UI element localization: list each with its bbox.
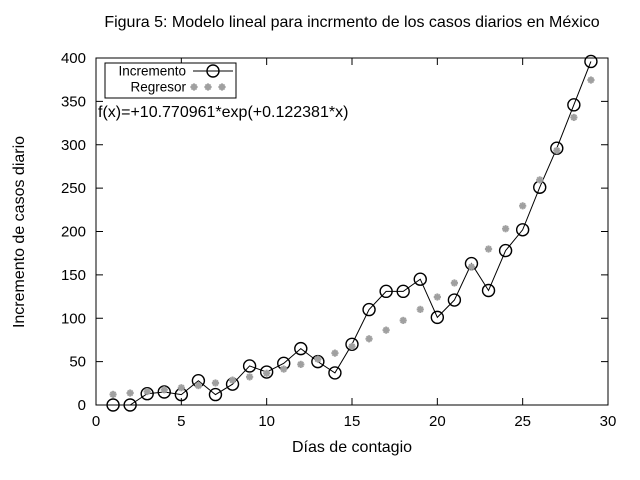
y-tick-label: 50 — [69, 354, 86, 371]
asterisk-marker — [467, 263, 476, 271]
asterisk-marker — [211, 379, 220, 387]
asterisk-marker — [218, 83, 226, 91]
incremento-point — [515, 223, 530, 237]
asterisk-marker — [190, 83, 198, 91]
y-axis-label: Incremento de casos diario — [11, 136, 28, 328]
incremento-point — [413, 272, 427, 286]
asterisk-marker — [314, 355, 322, 363]
series-regresor — [109, 76, 595, 399]
asterisk-marker — [382, 326, 390, 334]
incremento-point — [106, 398, 120, 412]
asterisk-marker — [587, 76, 595, 84]
chart-title: Figura 5: Modelo lineal para incrmento d… — [104, 14, 599, 31]
asterisk-marker — [519, 202, 527, 210]
y-tick-label: 100 — [61, 310, 86, 327]
incremento-point — [550, 141, 564, 155]
asterisk-marker — [348, 342, 356, 351]
incremento-point — [379, 284, 393, 299]
incremento-point — [123, 398, 137, 412]
asterisk-marker — [484, 245, 493, 253]
asterisk-marker — [399, 316, 407, 325]
incremento-point — [396, 284, 410, 299]
x-tick-label: 20 — [429, 413, 446, 430]
x-tick-label: 10 — [258, 413, 275, 430]
y-tick-label: 350 — [61, 93, 86, 110]
asterisk-marker — [143, 387, 151, 396]
y-tick-label: 300 — [61, 137, 86, 154]
asterisk-marker — [297, 360, 305, 369]
legend-entry-incremento: Incremento — [118, 64, 186, 79]
asterisk-marker — [280, 365, 288, 373]
x-axis-label: Días de contagio — [292, 439, 412, 456]
asterisk-marker — [126, 389, 134, 397]
asterisk-marker — [433, 293, 441, 301]
legend-incremento-marker — [206, 64, 220, 78]
incremento-point — [481, 283, 496, 298]
asterisk-marker — [331, 349, 339, 357]
incremento-point — [242, 359, 257, 373]
incremento-point — [208, 387, 223, 402]
x-tick-label: 0 — [92, 413, 100, 430]
incremento-point — [362, 302, 376, 317]
incremento-point — [498, 243, 513, 258]
incremento-point — [157, 385, 171, 399]
y-tick-label: 200 — [61, 224, 86, 241]
y-tick-label: 0 — [78, 397, 86, 414]
incremento-point — [567, 98, 581, 112]
incremento-point — [584, 54, 598, 69]
asterisk-marker — [228, 376, 237, 384]
asterisk-marker — [450, 279, 458, 287]
incremento-point — [328, 366, 342, 380]
asterisk-marker — [177, 384, 185, 392]
asterisk-marker — [246, 373, 254, 381]
x-tick-label: 30 — [600, 413, 617, 430]
incremento-point — [259, 365, 274, 379]
asterisk-marker — [204, 83, 212, 91]
asterisk-marker — [263, 369, 271, 377]
legend: Incremento Regresor — [104, 62, 237, 99]
asterisk-marker — [553, 146, 561, 155]
incremento-point — [140, 387, 154, 401]
asterisk-marker — [536, 176, 544, 184]
incremento-point — [345, 337, 359, 351]
x-tick-label: 5 — [177, 413, 185, 430]
legend-entry-regresor: Regresor — [130, 80, 186, 95]
asterisk-marker — [194, 381, 202, 390]
asterisk-marker — [416, 305, 424, 314]
asterisk-marker — [502, 225, 510, 233]
x-tick-label: 25 — [514, 413, 531, 430]
legend-box — [104, 62, 237, 99]
asterisk-marker — [160, 386, 168, 394]
legend-sample-glyphs — [190, 64, 233, 91]
incremento-point — [447, 293, 462, 307]
fit-equation-label: f(x)=+10.770961*exp(+0.122381*x) — [98, 104, 348, 121]
y-tick-label: 150 — [61, 267, 86, 284]
incremento-point — [294, 341, 308, 356]
asterisk-marker — [365, 335, 373, 343]
x-tick-label: 15 — [344, 413, 361, 430]
incremento-point — [430, 310, 445, 325]
y-tick-label: 400 — [61, 50, 86, 67]
asterisk-marker — [109, 390, 117, 399]
asterisk-marker — [570, 113, 578, 122]
y-tick-label: 250 — [61, 180, 86, 197]
